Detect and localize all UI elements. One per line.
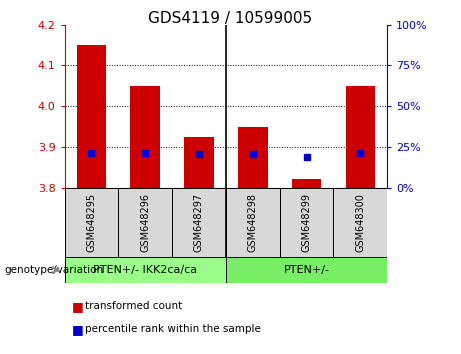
Text: percentile rank within the sample: percentile rank within the sample <box>85 324 261 334</box>
Bar <box>130 86 160 188</box>
Bar <box>77 45 106 188</box>
Bar <box>172 188 226 257</box>
Bar <box>280 188 333 257</box>
Text: GSM648300: GSM648300 <box>355 193 366 252</box>
Text: GSM648297: GSM648297 <box>194 193 204 252</box>
Text: genotype/variation: genotype/variation <box>5 265 104 275</box>
Text: GSM648299: GSM648299 <box>301 193 312 252</box>
Text: GSM648298: GSM648298 <box>248 193 258 252</box>
Bar <box>118 188 172 257</box>
Bar <box>65 257 226 283</box>
Bar <box>238 127 267 188</box>
Bar <box>226 188 280 257</box>
Bar <box>292 179 321 188</box>
Bar <box>184 137 214 188</box>
Text: GSM648296: GSM648296 <box>140 193 150 252</box>
Text: transformed count: transformed count <box>85 301 183 311</box>
Text: GDS4119 / 10599005: GDS4119 / 10599005 <box>148 11 313 25</box>
Bar <box>226 257 387 283</box>
Bar <box>65 188 118 257</box>
Text: PTEN+/- IKK2ca/ca: PTEN+/- IKK2ca/ca <box>93 265 197 275</box>
Bar <box>333 188 387 257</box>
Text: ■: ■ <box>71 300 83 313</box>
Bar <box>346 86 375 188</box>
Text: GSM648295: GSM648295 <box>86 193 96 252</box>
Text: ■: ■ <box>71 323 83 336</box>
Text: PTEN+/-: PTEN+/- <box>284 265 330 275</box>
